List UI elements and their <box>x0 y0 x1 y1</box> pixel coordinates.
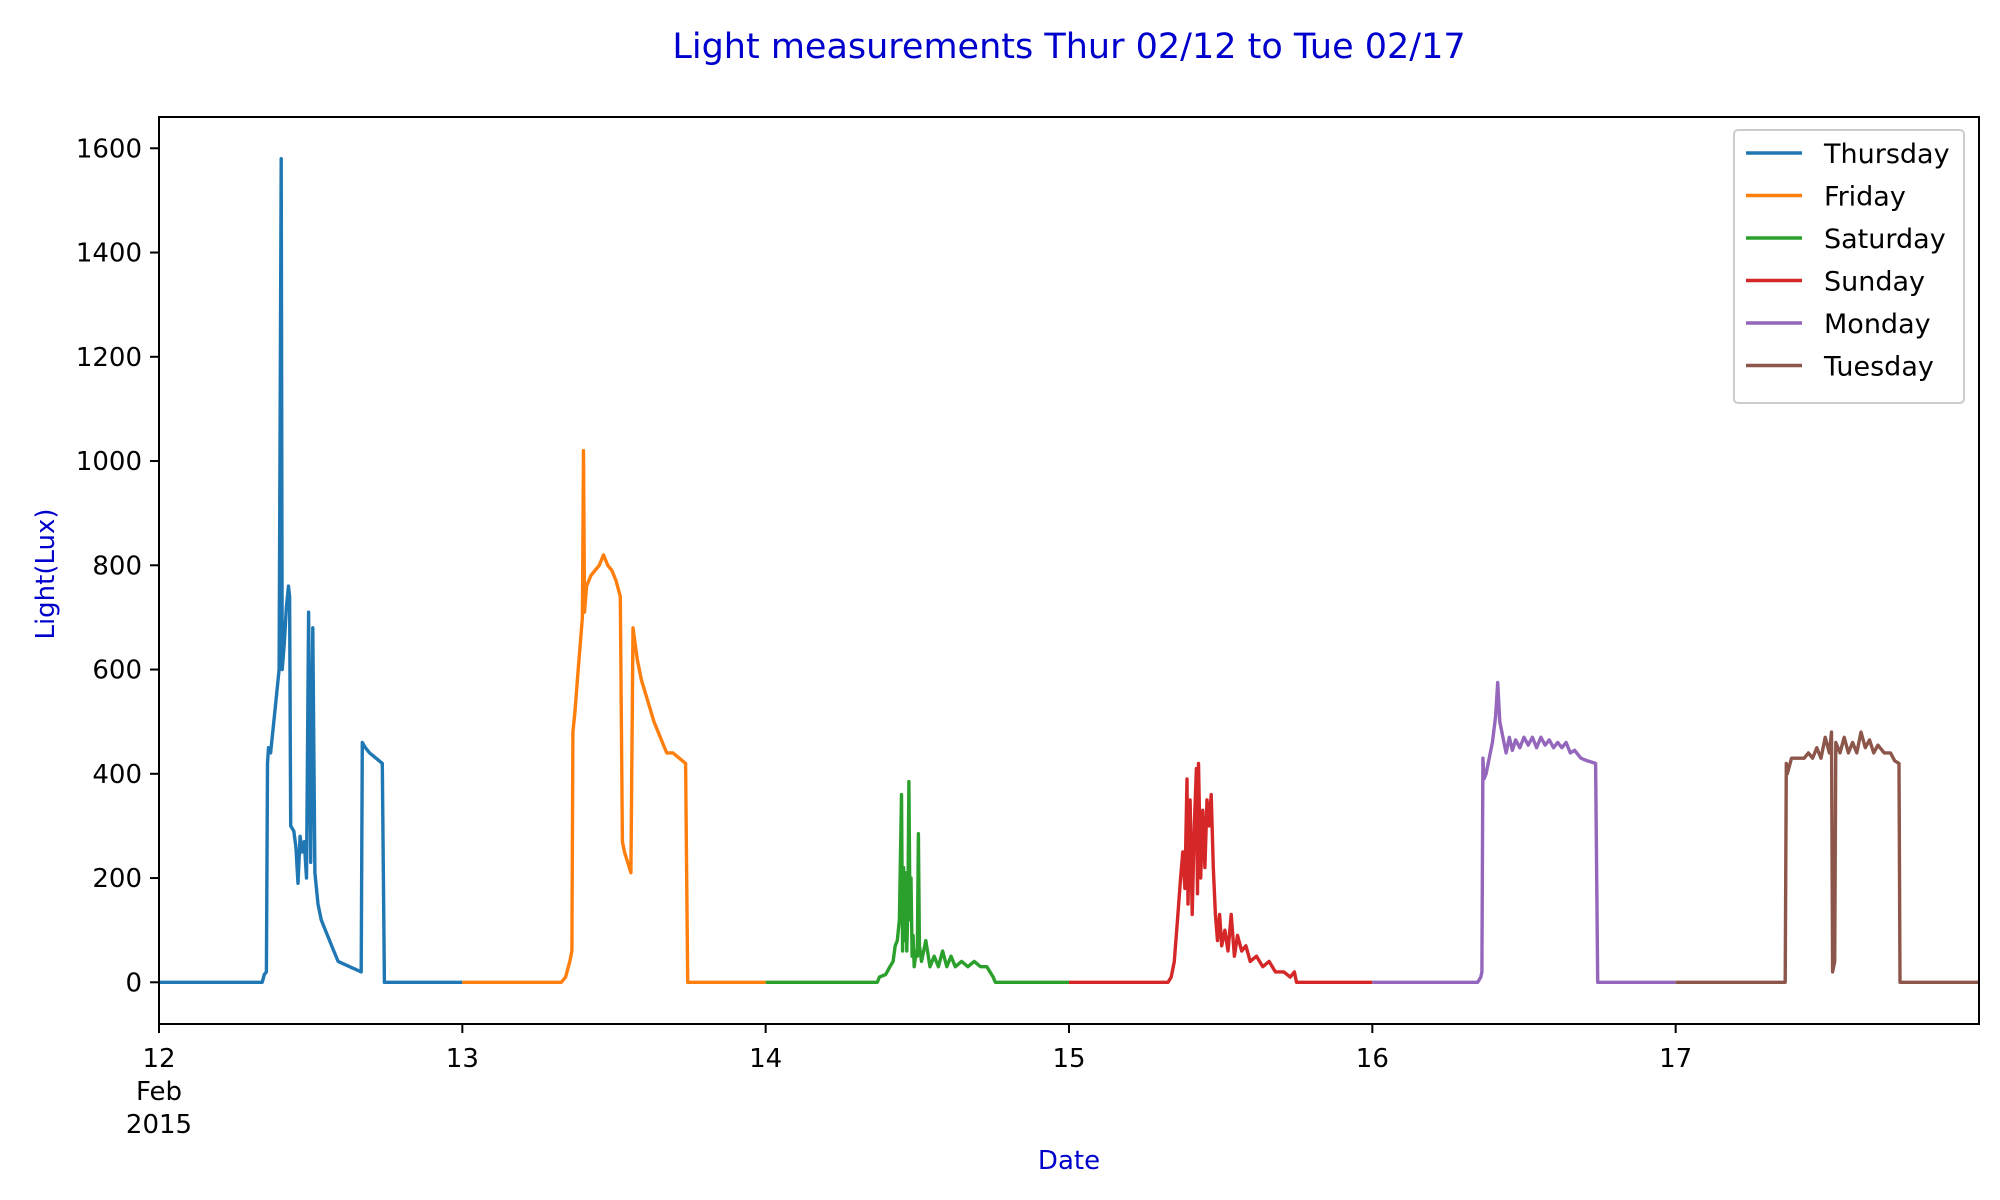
y-axis: 0 200 400 600 800 1000 1200 1400 1600 <box>76 134 159 998</box>
legend-label-saturday: Saturday <box>1824 224 1946 255</box>
y-tick-label: 1400 <box>76 239 142 269</box>
y-tick-label: 400 <box>92 760 142 790</box>
y-tick-label: 1200 <box>76 343 142 373</box>
legend: Thursday Friday Saturday Sunday Monday Tuesda… <box>1733 129 1965 404</box>
y-tick-label: 800 <box>92 551 142 581</box>
x-tick-label: 14 <box>749 1044 782 1074</box>
x-tick-label: 12 <box>142 1044 175 1074</box>
x-tick-label-year: 2015 <box>126 1110 192 1140</box>
y-tick-label: 0 <box>125 968 142 998</box>
y-tick-label: 600 <box>92 656 142 686</box>
y-tick-label: 1000 <box>76 447 142 477</box>
series-line-friday <box>462 448 766 984</box>
y-axis-label: Light(Lux) <box>31 508 61 639</box>
series-line-thursday <box>159 157 463 984</box>
x-tick-label: 15 <box>1052 1044 1085 1074</box>
y-tick-label: 200 <box>92 864 142 894</box>
x-axis-label: Date <box>1038 1146 1100 1176</box>
x-tick-label: 13 <box>446 1044 479 1074</box>
chart-title: Light measurements Thur 02/12 to Tue 02/… <box>672 27 1465 67</box>
legend-label-sunday: Sunday <box>1824 267 1925 298</box>
series-line-monday <box>1372 680 1676 984</box>
legend-label-monday: Monday <box>1824 309 1931 340</box>
series-line-sunday <box>1069 761 1373 984</box>
legend-label-tuesday: Tuesday <box>1823 352 1934 383</box>
x-tick-label: 17 <box>1659 1044 1692 1074</box>
plot-frame <box>158 116 1980 1025</box>
legend-label-friday: Friday <box>1824 182 1906 213</box>
y-tick-label: 1600 <box>76 134 142 164</box>
legend-label-thursday: Thursday <box>1823 139 1950 170</box>
series-line-saturday <box>765 779 1069 984</box>
x-tick-label: 16 <box>1356 1044 1389 1074</box>
plot-area <box>159 157 1979 984</box>
legend-box <box>1733 129 1965 404</box>
series-line-tuesday <box>1675 730 1979 984</box>
x-tick-label-month: Feb <box>136 1077 182 1107</box>
